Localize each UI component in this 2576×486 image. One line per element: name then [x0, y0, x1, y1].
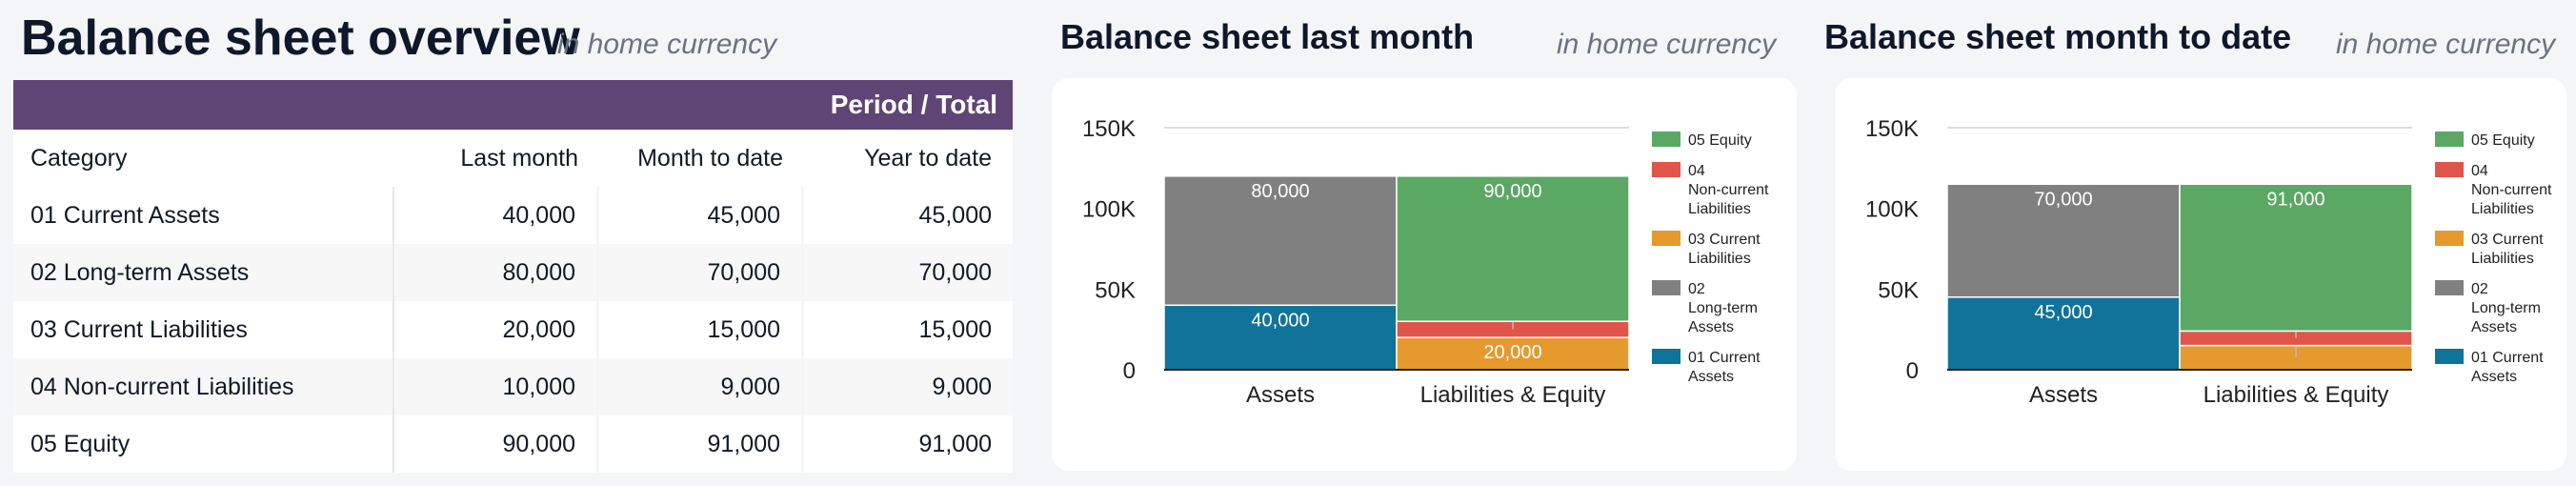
y-tick-label: 100K [1082, 197, 1136, 223]
legend-label: 01 Current [1688, 350, 1761, 366]
last-month-cell: 10,000 [394, 358, 599, 415]
bar-segment [1396, 336, 1630, 371]
y-tick-label: 150K [1865, 116, 1919, 142]
month-to-date-chart-title: Balance sheet month to date [1824, 17, 2292, 56]
month-to-date-chart-subtitle: in home currency [2336, 29, 2556, 60]
x-category-label: Liabilities & Equity [1420, 382, 1606, 408]
legend-label: Long-term [2471, 300, 2541, 316]
data-label: 45,000 [2034, 302, 2092, 323]
data-label: 40,000 [1251, 310, 1309, 331]
legend-label: Assets [2471, 319, 2517, 335]
year-to-date-cell: 91,000 [918, 430, 992, 457]
legend-label: Long-term [1688, 300, 1758, 316]
month-to-date-cell: 91,000 [599, 415, 804, 473]
legend-label: Liabilities [2471, 201, 2534, 217]
table-header-row: Category Last month Month to date Year t… [13, 130, 1013, 187]
column-header-year-to-date[interactable]: Year to date [864, 144, 992, 172]
overview-title: Balance sheet overview [21, 10, 580, 66]
y-tick-label: 100K [1865, 197, 1919, 223]
data-label: 90,000 [1483, 181, 1541, 202]
legend-label: Liabilities [2471, 251, 2534, 267]
month-to-date-cell: 45,000 [599, 187, 804, 244]
y-tick-label: 150K [1082, 116, 1136, 142]
legend-swatch [1652, 132, 1680, 147]
legend-label: 01 Current [2471, 350, 2544, 366]
data-label: 91,000 [2266, 189, 2324, 210]
data-label: 80,000 [1251, 181, 1309, 202]
legend-label: 02 [2471, 281, 2488, 297]
x-category-label: Liabilities & Equity [2204, 382, 2389, 408]
legend-swatch [1652, 162, 1680, 177]
balance-sheet-table: Period / Total Category Last month Month… [13, 80, 1013, 473]
legend-label: 04 [2471, 163, 2488, 179]
legend-swatch [1652, 280, 1680, 295]
category-cell: 05 Equity [13, 415, 394, 473]
legend-swatch [2435, 231, 2464, 246]
legend-label: Assets [1688, 369, 1734, 385]
table-row: 02 Long-term Assets 80,000 70,000 70,000 [13, 244, 1013, 301]
last-month-stacked-bar-chart: 050K100K150K40,00080,000Assets20,00010,0… [1082, 116, 1769, 408]
legend-swatch [2435, 132, 2464, 147]
legend-label: Liabilities [1688, 201, 1751, 217]
last-month-cell: 20,000 [394, 301, 599, 358]
column-header-last-month[interactable]: Last month [460, 144, 578, 172]
last-month-chart-card: 050K100K150K40,00080,000Assets20,00010,0… [1052, 78, 1797, 471]
table-row: 05 Equity 90,000 91,000 91,000 [13, 415, 1013, 473]
x-category-label: Assets [1246, 382, 1315, 408]
year-to-date-cell: 9,000 [932, 373, 992, 400]
month-to-date-stacked-bar-chart: 050K100K150K45,00070,000Assets15,0009,00… [1865, 116, 2552, 408]
data-label: 20,000 [1483, 342, 1541, 363]
y-tick-label: 50K [1095, 277, 1136, 303]
category-cell: 02 Long-term Assets [13, 244, 394, 301]
legend-label: Non-current [1688, 182, 1769, 198]
month-to-date-cell: 15,000 [599, 301, 804, 358]
month-to-date-cell: 70,000 [599, 244, 804, 301]
legend-swatch [1652, 231, 1680, 246]
table-row: 03 Current Liabilities 20,000 15,000 15,… [13, 301, 1013, 358]
last-month-cell: 80,000 [394, 244, 599, 301]
last-month-chart-subtitle: in home currency [1557, 29, 1777, 60]
month-to-date-chart-card: 050K100K150K45,00070,000Assets15,0009,00… [1835, 78, 2566, 471]
column-header-month-to-date[interactable]: Month to date [637, 144, 783, 172]
month-to-date-cell: 9,000 [599, 358, 804, 415]
year-to-date-cell: 70,000 [918, 258, 992, 286]
legend-label: 02 [1688, 281, 1705, 297]
legend-label: 03 Current [2471, 232, 2544, 248]
table-row: 01 Current Assets 40,000 45,000 45,000 [13, 187, 1013, 244]
column-header-category[interactable]: Category [30, 144, 128, 172]
x-category-label: Assets [2029, 382, 2098, 408]
year-to-date-cell: 15,000 [918, 315, 992, 343]
bar-segment [1163, 175, 1398, 307]
last-month-cell: 40,000 [394, 187, 599, 244]
legend-label: 05 Equity [1688, 132, 1752, 149]
y-tick-label: 0 [1123, 358, 1136, 384]
legend-swatch [2435, 162, 2464, 177]
category-cell: 04 Non-current Liabilities [13, 358, 394, 415]
legend-label: 03 Current [1688, 232, 1761, 248]
category-cell: 03 Current Liabilities [13, 301, 394, 358]
bar-segment [1396, 175, 1630, 322]
last-month-chart-title: Balance sheet last month [1060, 17, 1475, 56]
legend-swatch [1652, 349, 1680, 364]
data-label: 70,000 [2034, 189, 2092, 210]
legend-label: 05 Equity [2471, 132, 2535, 149]
table-row: 04 Non-current Liabilities 10,000 9,000 … [13, 358, 1013, 415]
y-tick-label: 0 [1906, 358, 1919, 384]
bar-segment [1163, 304, 1398, 371]
legend-label: Non-current [2471, 182, 2552, 198]
legend-label: Assets [2471, 369, 2517, 385]
legend-label: 04 [1688, 163, 1705, 179]
y-tick-label: 50K [1878, 277, 1919, 303]
period-total-header[interactable]: Period / Total [13, 80, 1013, 130]
bar-segment [2179, 183, 2413, 333]
legend-label: Assets [1688, 319, 1734, 335]
year-to-date-cell: 45,000 [918, 201, 992, 229]
category-cell: 01 Current Assets [13, 187, 394, 244]
legend-swatch [2435, 280, 2464, 295]
legend-swatch [2435, 349, 2464, 364]
legend-label: Liabilities [1688, 251, 1751, 267]
overview-subtitle: in home currency [557, 29, 777, 60]
last-month-cell: 90,000 [394, 415, 599, 473]
